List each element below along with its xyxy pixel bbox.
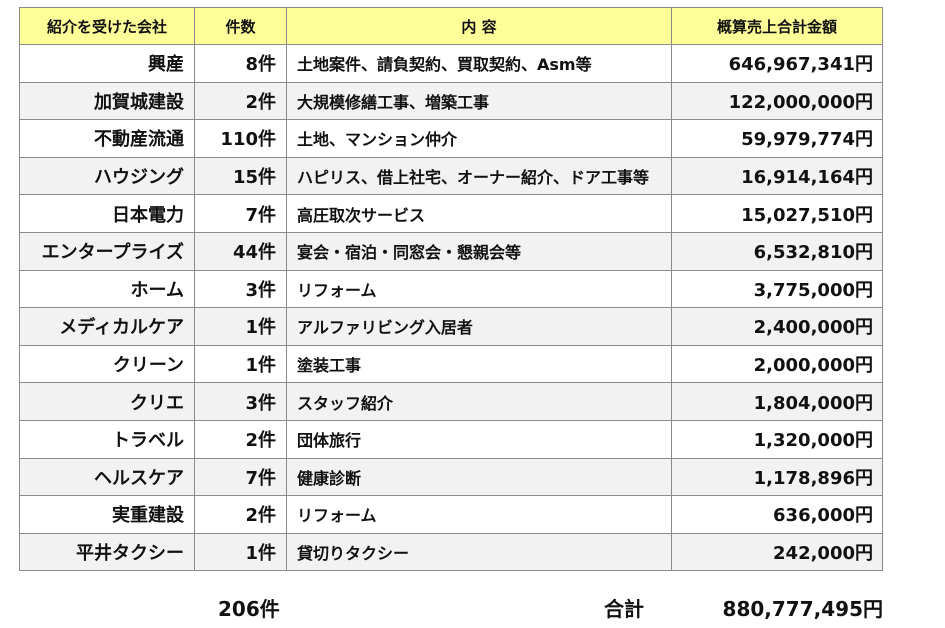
cell-client: 日本電力 <box>19 194 195 233</box>
cell-amount: 1,178,896円 <box>671 457 883 497</box>
cell-client: 加賀城建設 <box>19 81 195 121</box>
cell-client: 興産 <box>19 44 195 83</box>
cell-count: 1件 <box>194 307 287 346</box>
cell-count: 15件 <box>194 156 287 196</box>
cell-count: 3件 <box>194 382 287 421</box>
cell-client: 平井タクシー <box>19 532 195 572</box>
table-row: クリエ 3件 スタッフ紹介 1,804,000円 <box>19 382 883 421</box>
referral-sales-table: 紹介を受けた会社 件数 内 容 概算売上合計金額 興産 8件 土地案件、請負契約、買… <box>19 7 883 572</box>
cell-content: 貸切りタクシー <box>286 532 672 572</box>
total-amount: 880,777,495円 <box>722 597 883 621</box>
cell-count: 2件 <box>194 419 287 459</box>
cell-client: 不動産流通 <box>19 119 195 158</box>
cell-client: クリエ <box>19 382 195 421</box>
cell-content: 土地案件、請負契約、買取契約、Asm等 <box>286 44 672 83</box>
header-amount: 概算売上合計金額 <box>671 7 883 45</box>
cell-amount: 16,914,164円 <box>671 156 883 196</box>
cell-count: 2件 <box>194 81 287 121</box>
table-header-row: 紹介を受けた会社 件数 内 容 概算売上合計金額 <box>19 7 883 45</box>
total-count: 206件 <box>218 597 280 621</box>
cell-amount: 2,400,000円 <box>671 307 883 346</box>
cell-client: 実重建設 <box>19 495 195 534</box>
cell-count: 1件 <box>194 532 287 572</box>
cell-content: アルファリビング入居者 <box>286 307 672 346</box>
cell-count: 1件 <box>194 344 287 384</box>
table-row: 加賀城建設 2件 大規模修繕工事、増築工事 122,000,000円 <box>19 81 883 121</box>
cell-content: スタッフ紹介 <box>286 382 672 421</box>
cell-amount: 6,532,810円 <box>671 231 883 271</box>
cell-amount: 1,804,000円 <box>671 382 883 421</box>
table-row: メディカルケア 1件 アルファリビング入居者 2,400,000円 <box>19 307 883 346</box>
table-row: 日本電力 7件 高圧取次サービス 15,027,510円 <box>19 194 883 233</box>
cell-count: 8件 <box>194 44 287 83</box>
table-row: 実重建設 2件 リフォーム 636,000円 <box>19 495 883 534</box>
total-label: 合計 <box>604 597 644 621</box>
cell-client: トラベル <box>19 419 195 459</box>
cell-client: クリーン <box>19 344 195 384</box>
cell-content: ハピリス、借上社宅、オーナー紹介、ドア工事等 <box>286 156 672 196</box>
cell-client: ホーム <box>19 269 195 309</box>
cell-amount: 3,775,000円 <box>671 269 883 309</box>
cell-content: 健康診断 <box>286 457 672 497</box>
table-row: 平井タクシー 1件 貸切りタクシー 242,000円 <box>19 532 883 572</box>
cell-content: 宴会・宿泊・同窓会・懇親会等 <box>286 231 672 271</box>
cell-client: メディカルケア <box>19 307 195 346</box>
cell-amount: 15,027,510円 <box>671 194 883 233</box>
table-row: エンタープライズ 44件 宴会・宿泊・同窓会・懇親会等 6,532,810円 <box>19 231 883 271</box>
cell-amount: 646,967,341円 <box>671 44 883 83</box>
cell-client: ヘルスケア <box>19 457 195 497</box>
cell-amount: 59,979,774円 <box>671 119 883 158</box>
cell-count: 7件 <box>194 194 287 233</box>
cell-count: 3件 <box>194 269 287 309</box>
cell-content: リフォーム <box>286 495 672 534</box>
cell-count: 110件 <box>194 119 287 158</box>
cell-amount: 122,000,000円 <box>671 81 883 121</box>
cell-client: ハウジング <box>19 156 195 196</box>
cell-amount: 1,320,000円 <box>671 419 883 459</box>
cell-count: 2件 <box>194 495 287 534</box>
cell-amount: 636,000円 <box>671 495 883 534</box>
cell-content: 大規模修繕工事、増築工事 <box>286 81 672 121</box>
table-row: トラベル 2件 団体旅行 1,320,000円 <box>19 419 883 459</box>
cell-count: 7件 <box>194 457 287 497</box>
cell-client: エンタープライズ <box>19 231 195 271</box>
cell-amount: 2,000,000円 <box>671 344 883 384</box>
cell-count: 44件 <box>194 231 287 271</box>
cell-content: 塗装工事 <box>286 344 672 384</box>
header-count: 件数 <box>194 7 287 45</box>
table-row: 不動産流通 110件 土地、マンション仲介 59,979,774円 <box>19 119 883 158</box>
cell-content: リフォーム <box>286 269 672 309</box>
table-row: ホーム 3件 リフォーム 3,775,000円 <box>19 269 883 309</box>
table-row: ヘルスケア 7件 健康診断 1,178,896円 <box>19 457 883 497</box>
cell-content: 団体旅行 <box>286 419 672 459</box>
header-client: 紹介を受けた会社 <box>19 7 195 45</box>
cell-content: 高圧取次サービス <box>286 194 672 233</box>
table-row: クリーン 1件 塗装工事 2,000,000円 <box>19 344 883 384</box>
table-row: ハウジング 15件 ハピリス、借上社宅、オーナー紹介、ドア工事等 16,914,164… <box>19 156 883 196</box>
table-row: 興産 8件 土地案件、請負契約、買取契約、Asm等 646,967,341円 <box>19 44 883 83</box>
cell-amount: 242,000円 <box>671 532 883 572</box>
cell-content: 土地、マンション仲介 <box>286 119 672 158</box>
header-content: 内 容 <box>286 7 672 45</box>
